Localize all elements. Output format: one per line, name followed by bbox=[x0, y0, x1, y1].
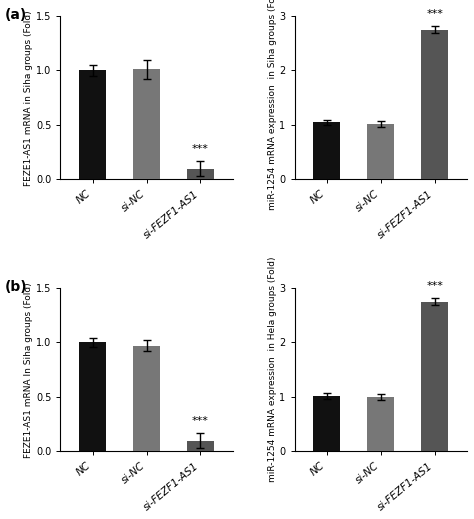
Text: ***: *** bbox=[192, 416, 209, 427]
Bar bbox=[79, 343, 106, 452]
Text: ***: *** bbox=[192, 144, 209, 154]
Bar bbox=[187, 169, 214, 180]
Y-axis label: miR-1254 mRNA expression  in Siha groups (Fold): miR-1254 mRNA expression in Siha groups … bbox=[267, 0, 276, 210]
Bar bbox=[187, 441, 214, 452]
Text: ***: *** bbox=[426, 9, 443, 19]
Bar bbox=[133, 346, 160, 452]
Y-axis label: miR-1254 mRNA expression  in Hela groups (Fold): miR-1254 mRNA expression in Hela groups … bbox=[267, 257, 276, 483]
Bar bbox=[133, 70, 160, 180]
Y-axis label: FEZE1-AS1 mRNA in Siha groups (Fold): FEZE1-AS1 mRNA in Siha groups (Fold) bbox=[24, 10, 33, 185]
Text: (b): (b) bbox=[5, 280, 28, 294]
Bar bbox=[367, 124, 394, 180]
Bar bbox=[367, 397, 394, 452]
Text: ***: *** bbox=[426, 281, 443, 291]
Bar bbox=[313, 122, 340, 180]
Bar bbox=[421, 30, 448, 180]
Y-axis label: FEZE1-AS1 mRNA In Siha groups (Fold): FEZE1-AS1 mRNA In Siha groups (Fold) bbox=[24, 282, 33, 458]
Text: (a): (a) bbox=[5, 8, 27, 22]
Bar bbox=[313, 396, 340, 452]
Bar bbox=[421, 302, 448, 452]
Bar bbox=[79, 71, 106, 180]
